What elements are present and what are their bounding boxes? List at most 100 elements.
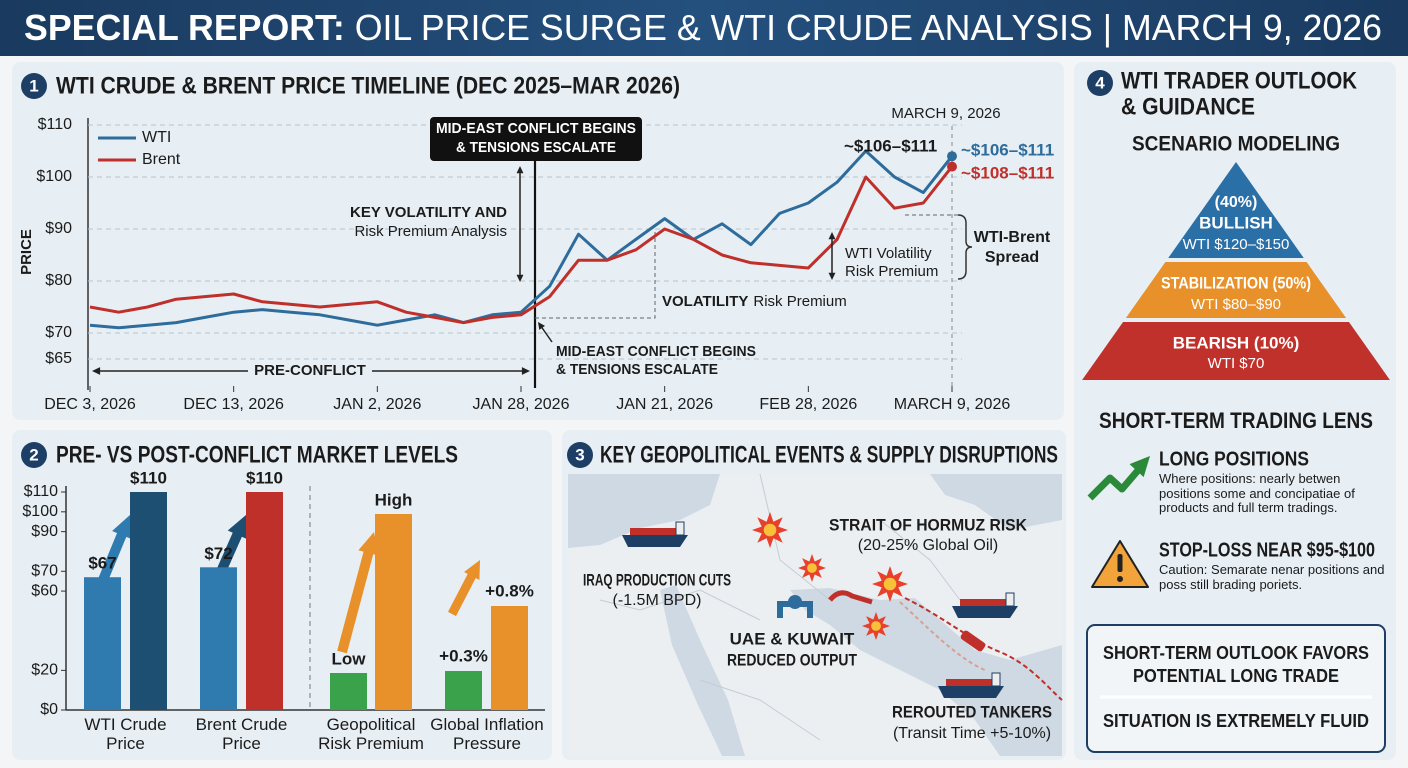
scenario-band (1168, 162, 1304, 258)
annotation: PRE-CONFLICT (254, 362, 366, 379)
map-label-detail: (Transit Time +5-10%) (893, 725, 1051, 742)
header-title: SPECIAL REPORT: OIL PRICE SURGE & WTI CRU… (24, 7, 1382, 48)
tanker-bridge (991, 672, 1001, 687)
panel-outlook (1074, 62, 1396, 760)
level-bar (375, 514, 412, 710)
end-point (947, 161, 957, 172)
arrow-head (112, 515, 132, 539)
map-label-detail: (-1.5M BPD) (613, 592, 702, 609)
warning-dot (1117, 576, 1123, 582)
section-number: 4 (1095, 73, 1105, 92)
scenario-label: STABILIZATION (50%) (1161, 273, 1311, 292)
value-label: High (375, 490, 413, 509)
bar (491, 606, 528, 710)
map-title: KEY GEOPOLITICAL EVENTS & SUPPLY DISRUPT… (600, 441, 1058, 468)
callout-text: SHORT-TERM OUTLOOK FAVORS (1103, 643, 1369, 663)
section-badge (21, 73, 47, 99)
y-tick-label: $70 (45, 324, 72, 341)
scenario-range: WTI $120–$150 (1183, 236, 1290, 253)
y-tick-label: $100 (22, 503, 58, 520)
map-label: REROUTED TANKERS (892, 702, 1052, 721)
section-heading: SHORT-TERM TRADING LENS (1099, 408, 1373, 433)
explosion-core (807, 563, 817, 573)
arrow-head (538, 322, 545, 330)
item-text: Where positions: nearly betwen positions… (1159, 471, 1355, 516)
map-label: IRAQ PRODUCTION CUTS (583, 570, 731, 589)
scenario-label: BULLISH (1199, 213, 1273, 232)
arrow-head (516, 274, 524, 282)
value-label: $110 (246, 468, 283, 487)
arrow-shaft (337, 549, 374, 654)
category-label: Brent Crude Price (195, 715, 288, 754)
item-title: LONG POSITIONS (1159, 448, 1309, 470)
tanker-icon (938, 686, 1004, 698)
bar (130, 492, 167, 710)
category-label: Global Inflation Pressure (430, 715, 544, 754)
section-badge (1087, 70, 1113, 96)
y-tick-label: $70 (31, 562, 58, 579)
end-label: ~$106–$111 (961, 140, 1054, 159)
annotation: ~$106–$111 (844, 136, 937, 155)
y-tick-label: $100 (36, 168, 72, 185)
section-badge (567, 442, 593, 468)
explosion-core (871, 621, 881, 631)
legend-label: WTI (142, 129, 171, 146)
pipeline-valve (788, 595, 802, 609)
map-sea (660, 585, 745, 756)
annotation: VOLATILITY Risk Premium (662, 293, 847, 310)
section-heading: SCENARIO MODELING (1132, 133, 1340, 156)
x-tick-label: JAN 21, 2026 (616, 396, 713, 413)
tanker-deck (960, 599, 1006, 606)
y-tick-label: $60 (31, 582, 58, 599)
map-label: STRAIT OF HORMUZ RISK (829, 515, 1028, 534)
category-label: Geopolitical Risk Premium (318, 715, 424, 754)
scenario-range: WTI $70 (1208, 355, 1265, 372)
level-bar (330, 673, 367, 710)
y-tick-label: $20 (31, 662, 58, 679)
value-label: +0.8% (485, 581, 534, 600)
value-label: +0.3% (439, 646, 488, 665)
value-label: Low (332, 649, 367, 668)
price-line (89, 165, 954, 325)
warning-mark (1117, 554, 1123, 572)
annotation: Risk Premium (845, 263, 938, 280)
map-sea (568, 474, 720, 548)
tanker-route (899, 601, 986, 671)
y-tick-label: $90 (45, 220, 72, 237)
price-line (89, 149, 954, 330)
bar (84, 577, 121, 710)
arrow-head (92, 367, 101, 375)
end-label: ~$108–$111 (961, 163, 1054, 182)
conflict-box (430, 117, 642, 161)
section-number: 2 (29, 445, 38, 464)
chart-title: WTI CRUDE & BRENT PRICE TIMELINE (DEC 20… (56, 72, 680, 99)
value-label: $72 (204, 544, 232, 563)
conflict-label: & TENSIONS ESCALATE (456, 139, 616, 156)
bar (200, 567, 237, 710)
tanker-icon (952, 606, 1018, 618)
y-tick-label: $110 (38, 116, 73, 133)
chart-title: PRE- VS POST-CONFLICT MARKET LEVELS (56, 441, 458, 468)
scenario-band (1125, 262, 1347, 318)
legend-label: Brent (142, 151, 181, 168)
scenario-band (1082, 322, 1390, 380)
x-tick-label: MARCH 9, 2026 (894, 396, 1011, 413)
premium-guide (535, 232, 656, 319)
x-tick-label: FEB 28, 2026 (759, 396, 857, 413)
callout-text: POTENTIAL LONG TRADE (1133, 666, 1339, 686)
date-marker-label: MARCH 9, 2026 (891, 105, 1000, 122)
tanker-icon (622, 535, 688, 547)
y-tick-label: $0 (40, 701, 58, 718)
header-bar (0, 0, 1408, 56)
end-point (947, 151, 957, 162)
tanker-bridge (675, 521, 685, 536)
arrow-shaft (448, 572, 477, 617)
pipe-segment (960, 630, 986, 652)
annotation: Risk Premium Analysis (354, 223, 507, 240)
arrow-head (828, 272, 836, 280)
arrow-shaft (541, 326, 553, 343)
trend-icon (1087, 465, 1143, 501)
x-tick-label: DEC 3, 2026 (44, 396, 136, 413)
explosion-core (763, 523, 777, 537)
